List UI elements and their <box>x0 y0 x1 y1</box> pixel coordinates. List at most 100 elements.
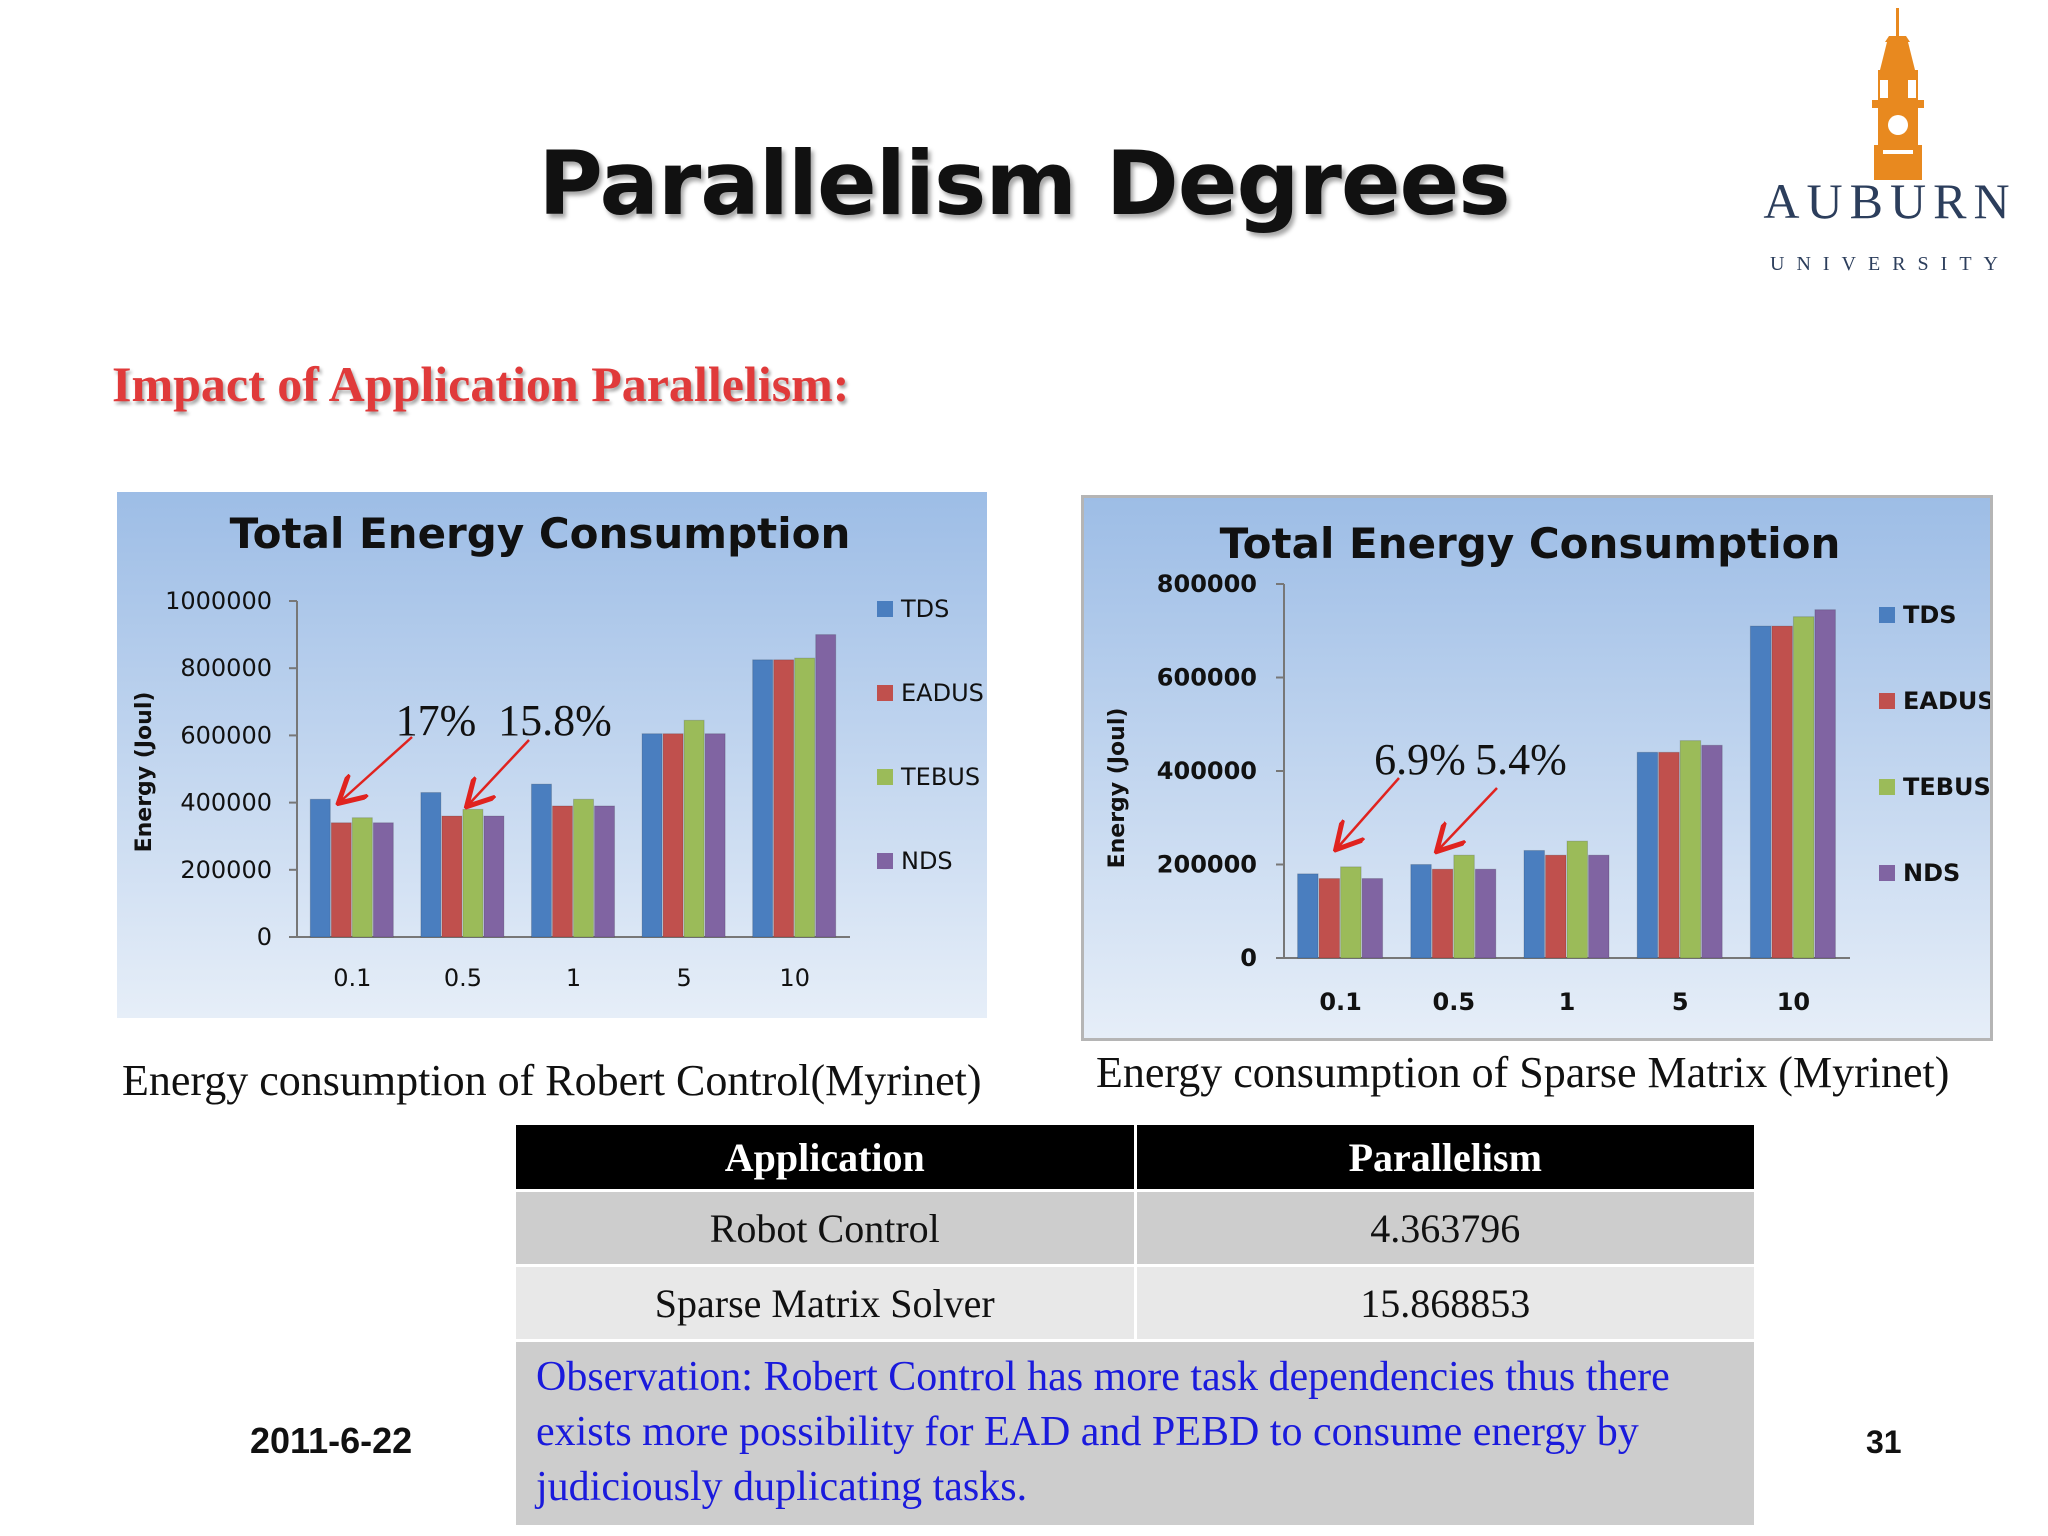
chart-right-svg: Total Energy Consumption Energy (Joul) 0 20… <box>1084 498 1990 1038</box>
y-axis-label: Energy (Joul) <box>132 692 157 853</box>
bar-nds-0_1 <box>372 822 394 938</box>
bar-nds-10 <box>1814 609 1836 959</box>
bar-tebus-1 <box>573 798 595 938</box>
legend-label-eadus: EADUS <box>901 679 984 707</box>
bar-tebus-10 <box>794 657 816 938</box>
bar-eadus-5 <box>662 733 684 938</box>
chart-left-svg: Total Energy Consumption Energy (Joul) 0 20… <box>117 492 987 1018</box>
x-tick-label: 5 <box>676 964 691 992</box>
chart-background <box>117 492 987 1018</box>
observation-row: Observation: Robert Control has more tas… <box>513 1339 1757 1528</box>
bar-tebus-0_1 <box>351 817 373 938</box>
bar-tds-10 <box>752 659 774 938</box>
x-tick-label: 1 <box>566 964 581 992</box>
bar-eadus-1 <box>1544 854 1567 959</box>
bar-tebus-0_5 <box>462 808 484 938</box>
bar-nds-0_5 <box>1474 868 1497 959</box>
legend-swatch-eadus <box>1879 693 1895 709</box>
bar-nds-0_5 <box>483 815 505 938</box>
x-tick-label: 0.5 <box>1433 988 1476 1016</box>
x-tick-label: 10 <box>1777 988 1810 1016</box>
chart-title: Total Energy Consumption <box>1220 519 1841 568</box>
y-tick-label: 0 <box>1240 944 1257 972</box>
annotation-label: 6.9% <box>1374 735 1466 784</box>
y-tick-label: 200000 <box>180 856 272 884</box>
legend-swatch-tebus <box>877 769 893 785</box>
slide-title: Parallelism Degrees <box>538 132 1510 235</box>
bar-tds-0_5 <box>420 792 442 938</box>
bar-nds-5 <box>1701 744 1723 959</box>
bar-tebus-10 <box>1792 616 1815 959</box>
legend-swatch-nds <box>877 853 893 869</box>
x-tick-label: 0.1 <box>1319 988 1362 1016</box>
observation-text: Observation: Robert Control has more tas… <box>513 1339 1757 1528</box>
auburn-tower-icon <box>1872 8 1924 180</box>
annotation-arrow <box>1440 787 1498 848</box>
page-number: 31 <box>1866 1424 1902 1460</box>
y-axis-label: Energy (Joul) <box>1105 708 1130 869</box>
bar-tds-1 <box>530 783 552 938</box>
table-header-application: Application <box>513 1122 1137 1192</box>
annotation-arrow <box>470 739 530 803</box>
bar-eadus-10 <box>1771 625 1793 959</box>
legend-label-tds: TDS <box>900 595 949 623</box>
bar-nds-0_1 <box>1361 878 1384 959</box>
legend-swatch-tds <box>877 601 893 617</box>
slide-date: 2011-6-22 <box>250 1420 413 1461</box>
table-header-row: Application Parallelism <box>513 1122 1757 1192</box>
bar-eadus-0_5 <box>441 815 463 938</box>
bar-nds-1 <box>1588 854 1610 959</box>
bar-tebus-0_5 <box>1453 854 1475 959</box>
chart-robot-control: Total Energy Consumption Energy (Joul) 0 20… <box>117 492 987 1018</box>
legend-label-tds: TDS <box>1903 601 1957 629</box>
legend-swatch-nds <box>1879 865 1895 881</box>
bar-tebus-5 <box>1679 740 1702 959</box>
bar-tds-0_1 <box>1297 873 1319 959</box>
x-tick-label: 0.5 <box>444 964 482 992</box>
annotation-label: 15.8% <box>498 696 612 745</box>
legend-label-nds: NDS <box>1903 859 1960 887</box>
bar-nds-5 <box>704 733 726 938</box>
annotation-label: 17% <box>396 696 477 745</box>
bar-tds-5 <box>1636 751 1659 959</box>
legend-label-nds: NDS <box>901 847 953 875</box>
y-tick-label: 600000 <box>180 721 272 749</box>
bar-tds-1 <box>1523 849 1545 959</box>
y-tick-label: 0 <box>257 923 272 951</box>
x-tick-label: 5 <box>1672 988 1689 1016</box>
bar-tebus-1 <box>1566 840 1589 959</box>
chart-sparse-matrix: Total Energy Consumption Energy (Joul) 0 20… <box>1081 495 1993 1041</box>
parallelism-table: Application Parallelism Robot Control 4.… <box>513 1122 1757 1528</box>
auburn-logo: AUBURN UNIVERSITY <box>1763 8 2016 275</box>
annotation-arrow <box>1339 777 1400 846</box>
logo-subtitle: UNIVERSITY <box>1770 253 2010 275</box>
bar-tebus-5 <box>683 719 705 938</box>
chart-title: Total Energy Consumption <box>230 509 851 558</box>
table-row: Sparse Matrix Solver 15.868853 <box>513 1264 1757 1342</box>
bar-tebus-0_1 <box>1340 866 1362 959</box>
y-tick-label: 800000 <box>180 654 272 682</box>
table-cell: Sparse Matrix Solver <box>513 1264 1137 1342</box>
legend-label-tebus: TEBUS <box>1903 773 1990 801</box>
table-cell: 4.363796 <box>1133 1189 1757 1267</box>
bar-tds-10 <box>1749 625 1772 959</box>
bar-eadus-0_1 <box>1318 878 1341 959</box>
annotation-arrow <box>342 736 413 800</box>
table-cell: Robot Control <box>513 1189 1137 1267</box>
bar-nds-1 <box>594 805 616 938</box>
x-tick-label: 1 <box>1559 988 1576 1016</box>
y-tick-label: 1000000 <box>165 587 272 615</box>
caption-right: Energy consumption of Sparse Matrix (Myr… <box>1096 1048 1950 1097</box>
table-header-parallelism: Parallelism <box>1133 1122 1757 1192</box>
legend-swatch-eadus <box>877 685 893 701</box>
y-tick-label: 200000 <box>1157 851 1257 879</box>
y-tick-label: 800000 <box>1157 570 1257 598</box>
table-cell: 15.868853 <box>1133 1264 1757 1342</box>
bar-eadus-1 <box>551 805 573 938</box>
bar-eadus-10 <box>773 659 795 938</box>
y-tick-label: 400000 <box>180 789 272 817</box>
x-tick-label: 10 <box>779 964 810 992</box>
logo-wordmark: AUBURN <box>1763 173 2016 229</box>
bar-eadus-0_5 <box>1431 868 1454 959</box>
section-subtitle: Impact of Application Parallelism: <box>112 356 850 412</box>
